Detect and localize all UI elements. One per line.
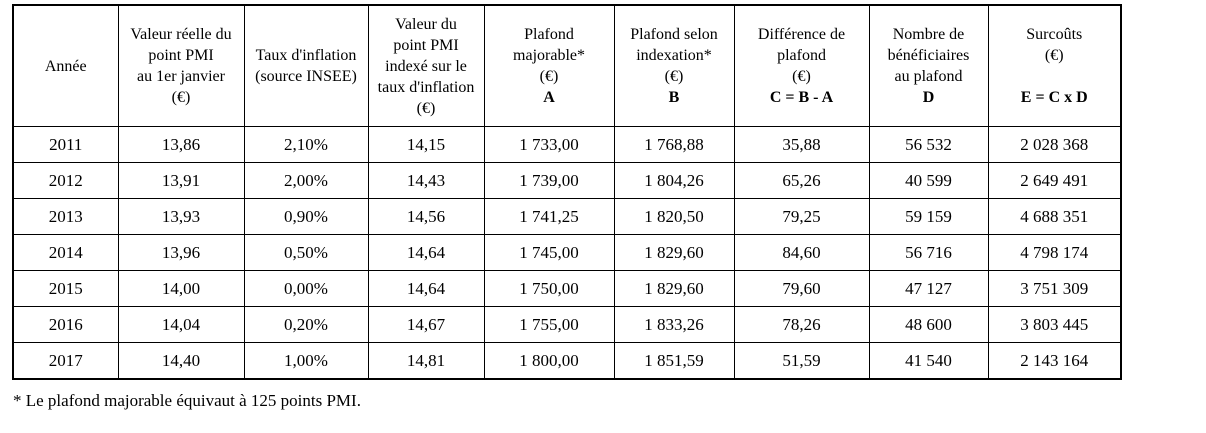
cell-valeur-reelle: 14,00: [117, 270, 245, 307]
col-header-annee-label: Année: [44, 57, 87, 75]
cell-nombre-beneficiaires: 59 159: [868, 198, 989, 235]
table-row-2015: 2015 14,00 0,00% 14,64 1 750,00 1 829,60…: [12, 270, 1122, 307]
col-header-plafond-indexation-label: Plafond selon indexation* (€): [630, 26, 718, 85]
col-header-taux-inflation-label: Taux d'inflation (source INSEE): [255, 47, 357, 85]
cell-nombre-beneficiaires: 56 532: [868, 126, 989, 163]
cell-plafond-majorable: 1 739,00: [483, 162, 615, 199]
col-header-nombre-beneficiaires: Nombre de bénéficiaires au plafond D: [868, 4, 989, 127]
table-row-2014: 2014 13,96 0,50% 14,64 1 745,00 1 829,60…: [12, 234, 1122, 271]
cell-plafond-indexation: 1 768,88: [613, 126, 735, 163]
cell-valeur-reelle: 13,91: [117, 162, 245, 199]
pmi-indexation-table: Année Valeur réelle du point PMI au 1er …: [12, 4, 1122, 380]
cell-difference-plafond: 35,88: [733, 126, 870, 163]
cell-surcouts: 4 688 351: [987, 198, 1122, 235]
cell-plafond-majorable: 1 800,00: [483, 342, 615, 380]
col-header-formula-d: D: [922, 89, 935, 106]
cell-taux-inflation: 0,00%: [243, 270, 369, 307]
cell-nombre-beneficiaires: 40 599: [868, 162, 989, 199]
cell-valeur-indexee: 14,81: [367, 342, 485, 380]
cell-plafond-majorable: 1 750,00: [483, 270, 615, 307]
col-header-taux-inflation: Taux d'inflation (source INSEE): [243, 4, 369, 127]
cell-taux-inflation: 2,00%: [243, 162, 369, 199]
cell-surcouts: 2 143 164: [987, 342, 1122, 380]
col-header-surcouts: Surcoûts (€) E = C x D: [987, 4, 1122, 127]
col-header-formula-c: C = B - A: [769, 89, 834, 106]
cell-taux-inflation: 0,20%: [243, 306, 369, 343]
cell-valeur-indexee: 14,67: [367, 306, 485, 343]
cell-surcouts: 3 803 445: [987, 306, 1122, 343]
cell-annee: 2017: [12, 342, 119, 380]
cell-difference-plafond: 79,25: [733, 198, 870, 235]
cell-valeur-reelle: 13,93: [117, 198, 245, 235]
cell-valeur-reelle: 13,96: [117, 234, 245, 271]
cell-difference-plafond: 65,26: [733, 162, 870, 199]
table-footnote: * Le plafond majorable équivaut à 125 po…: [13, 391, 361, 410]
cell-valeur-reelle: 14,04: [117, 306, 245, 343]
cell-taux-inflation: 2,10%: [243, 126, 369, 163]
cell-annee: 2013: [12, 198, 119, 235]
cell-difference-plafond: 84,60: [733, 234, 870, 271]
cell-annee: 2015: [12, 270, 119, 307]
cell-surcouts: 4 798 174: [987, 234, 1122, 271]
cell-plafond-indexation: 1 804,26: [613, 162, 735, 199]
cell-nombre-beneficiaires: 41 540: [868, 342, 989, 380]
cell-valeur-reelle: 14,40: [117, 342, 245, 380]
cell-plafond-indexation: 1 851,59: [613, 342, 735, 380]
cell-surcouts: 2 028 368: [987, 126, 1122, 163]
col-header-difference-plafond-label: Différence de plafond (€): [757, 26, 846, 85]
cell-plafond-indexation: 1 829,60: [613, 270, 735, 307]
col-header-plafond-majorable: Plafond majorable* (€) A: [483, 4, 615, 127]
table-row-2016: 2016 14,04 0,20% 14,67 1 755,00 1 833,26…: [12, 306, 1122, 343]
cell-difference-plafond: 51,59: [733, 342, 870, 380]
col-header-annee: Année: [12, 4, 119, 127]
table-row-2017: 2017 14,40 1,00% 14,81 1 800,00 1 851,59…: [12, 342, 1122, 380]
col-header-formula-e: E = C x D: [1020, 89, 1088, 106]
cell-taux-inflation: 0,50%: [243, 234, 369, 271]
col-header-plafond-indexation: Plafond selon indexation* (€) B: [613, 4, 735, 127]
cell-plafond-majorable: 1 745,00: [483, 234, 615, 271]
cell-valeur-indexee: 14,64: [367, 270, 485, 307]
cell-taux-inflation: 0,90%: [243, 198, 369, 235]
cell-plafond-majorable: 1 755,00: [483, 306, 615, 343]
col-header-valeur-indexee-label: Valeur du point PMI indexé sur le taux d…: [377, 15, 475, 117]
cell-plafond-indexation: 1 829,60: [613, 234, 735, 271]
cell-annee: 2016: [12, 306, 119, 343]
cell-nombre-beneficiaires: 56 716: [868, 234, 989, 271]
col-header-nombre-beneficiaires-label: Nombre de bénéficiaires au plafond: [887, 26, 970, 85]
cell-valeur-indexee: 14,56: [367, 198, 485, 235]
cell-valeur-indexee: 14,15: [367, 126, 485, 163]
cell-plafond-indexation: 1 820,50: [613, 198, 735, 235]
cell-nombre-beneficiaires: 47 127: [868, 270, 989, 307]
col-header-valeur-indexee: Valeur du point PMI indexé sur le taux d…: [367, 4, 485, 127]
table-row-2013: 2013 13,93 0,90% 14,56 1 741,25 1 820,50…: [12, 198, 1122, 235]
cell-valeur-indexee: 14,43: [367, 162, 485, 199]
cell-difference-plafond: 78,26: [733, 306, 870, 343]
cell-plafond-indexation: 1 833,26: [613, 306, 735, 343]
cell-difference-plafond: 79,60: [733, 270, 870, 307]
col-header-formula-a: A: [543, 89, 555, 106]
cell-annee: 2014: [12, 234, 119, 271]
col-header-formula-b: B: [668, 89, 680, 106]
cell-annee: 2012: [12, 162, 119, 199]
cell-valeur-reelle: 13,86: [117, 126, 245, 163]
cell-annee: 2011: [12, 126, 119, 163]
cell-nombre-beneficiaires: 48 600: [868, 306, 989, 343]
table-row-2012: 2012 13,91 2,00% 14,43 1 739,00 1 804,26…: [12, 162, 1122, 199]
col-header-difference-plafond: Différence de plafond (€) C = B - A: [733, 4, 870, 127]
cell-valeur-indexee: 14,64: [367, 234, 485, 271]
cell-plafond-majorable: 1 741,25: [483, 198, 615, 235]
col-header-plafond-majorable-label: Plafond majorable* (€): [513, 26, 585, 85]
col-header-valeur-reelle: Valeur réelle du point PMI au 1er janvie…: [117, 4, 245, 127]
col-header-valeur-reelle-label: Valeur réelle du point PMI au 1er janvie…: [130, 26, 232, 106]
col-header-surcouts-label: Surcoûts (€): [1026, 26, 1083, 64]
cell-plafond-majorable: 1 733,00: [483, 126, 615, 163]
cell-taux-inflation: 1,00%: [243, 342, 369, 380]
cell-surcouts: 3 751 309: [987, 270, 1122, 307]
cell-surcouts: 2 649 491: [987, 162, 1122, 199]
table-header-row: Année Valeur réelle du point PMI au 1er …: [12, 4, 1122, 127]
table-row-2011: 2011 13,86 2,10% 14,15 1 733,00 1 768,88…: [12, 126, 1122, 163]
